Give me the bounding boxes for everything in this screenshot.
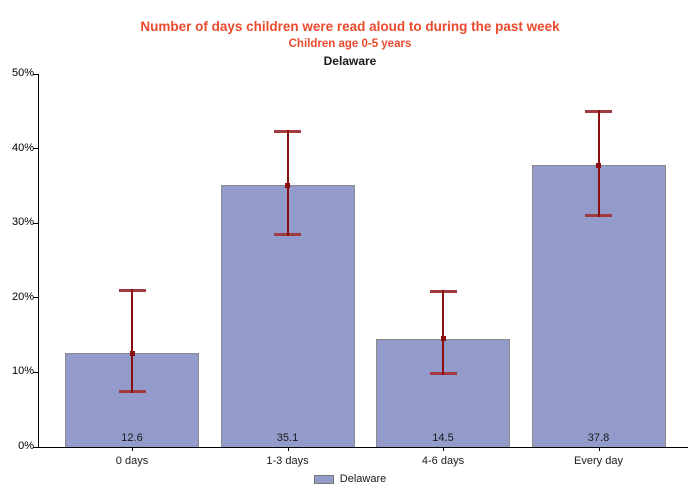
y-axis-tick-label: 20% <box>11 290 34 303</box>
x-axis-tick-mark <box>287 447 289 451</box>
bar: 14.5 <box>376 338 510 447</box>
chart-title: Number of days children were read aloud … <box>140 19 560 34</box>
y-axis-tick-label: 40% <box>11 141 34 154</box>
plot-area: 0% 10% 20% 30% 40% 50% 12.6 0 days 35.1 1-3 days 1… <box>12 67 688 467</box>
legend-swatch <box>313 474 334 484</box>
chart-subtitle: Children age 0-5 years <box>288 38 412 50</box>
y-axis-tick-mark <box>33 446 38 448</box>
error-bar <box>118 288 146 394</box>
bar-value-label: 37.8 <box>587 432 610 444</box>
y-axis-tick-label: 50% <box>11 67 34 79</box>
error-bar-mean-dot <box>285 182 290 188</box>
y-axis-tick-label: 10% <box>11 365 34 378</box>
y-axis-tick-label: 0% <box>18 440 34 452</box>
error-bar-mean-dot <box>440 336 446 342</box>
y-axis-tick-label: 30% <box>11 216 34 229</box>
y-axis-tick-mark <box>33 73 38 75</box>
x-axis-tick-mark <box>443 447 444 451</box>
y-axis-tick-mark <box>33 297 38 299</box>
chart-region-label: Delaware <box>323 54 377 68</box>
bar-value-label: 35.1 <box>276 432 299 444</box>
y-axis-tick-mark <box>33 371 38 373</box>
error-bar-line <box>131 288 133 394</box>
x-category-label: 4-6 days <box>421 455 465 467</box>
x-axis-tick-mark <box>598 447 600 451</box>
x-category-label: Every day <box>574 455 623 467</box>
bar: 35.1 <box>220 185 355 447</box>
bar-value-label: 14.5 <box>432 432 454 444</box>
error-bar <box>429 290 457 375</box>
y-axis-tick-mark <box>33 148 38 150</box>
error-bar-mean-dot <box>596 162 601 168</box>
legend-label: Delaware <box>339 473 387 485</box>
error-bar-line <box>442 290 444 375</box>
bar-value-label: 12.6 <box>121 432 143 444</box>
y-axis-tick-mark <box>33 222 38 224</box>
x-category-label: 1-3 days <box>266 455 309 467</box>
legend: Delaware <box>0 473 700 485</box>
x-category-label: 0 days <box>115 455 149 467</box>
x-axis-tick-mark <box>132 447 133 451</box>
error-bar-mean-dot <box>129 350 135 356</box>
